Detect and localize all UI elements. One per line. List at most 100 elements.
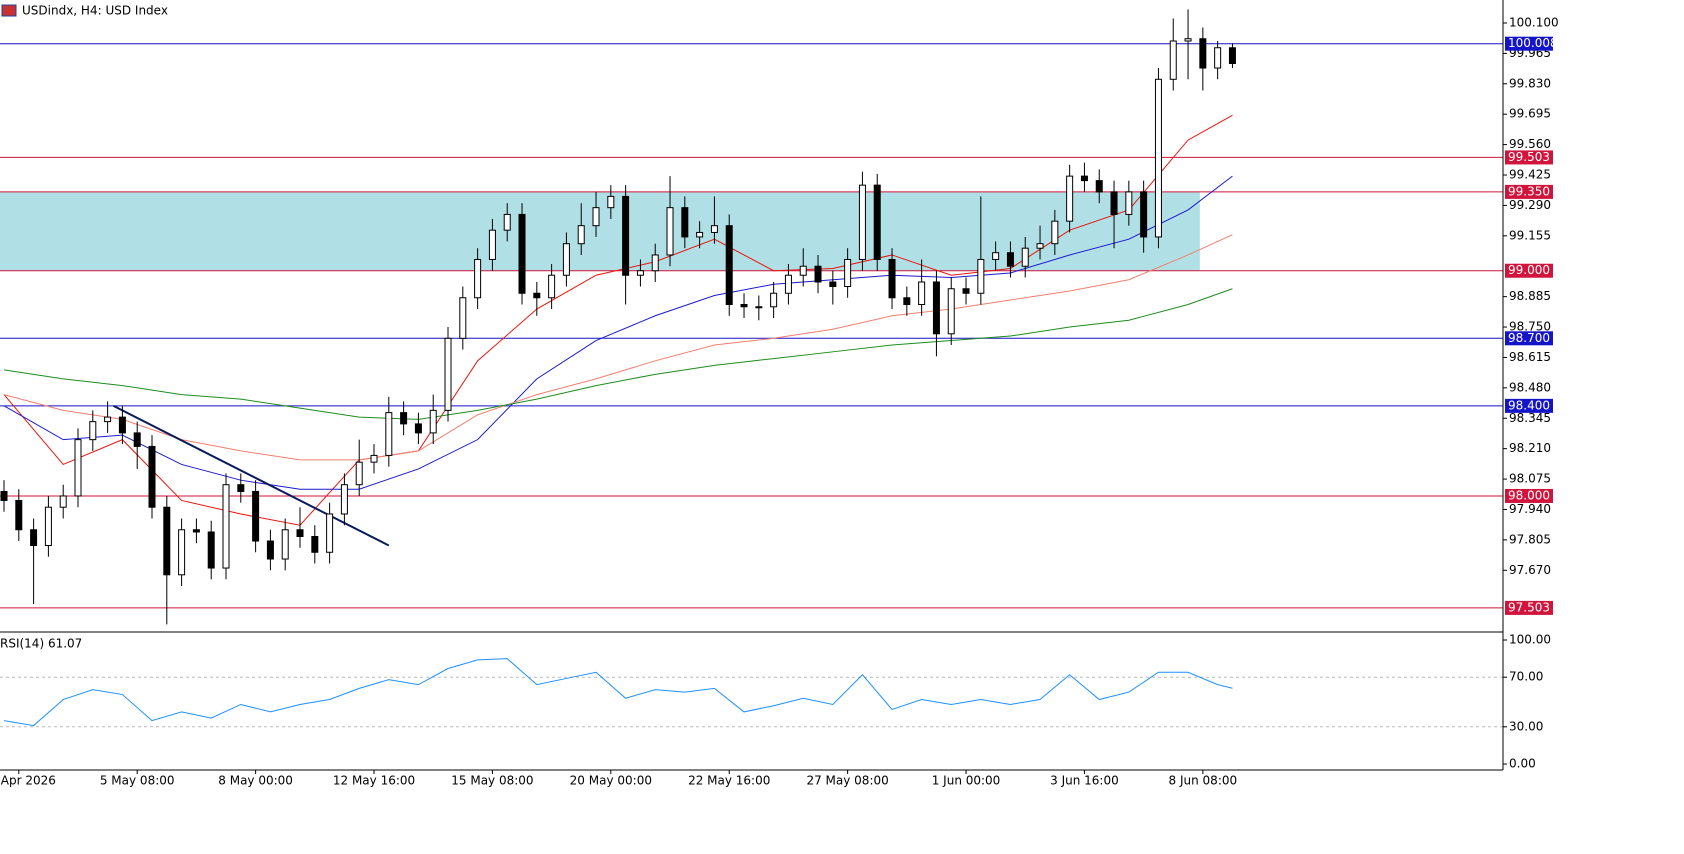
y-tick-label: 98.345 [1509,411,1551,425]
x-tick-label: 27 May 08:00 [806,774,888,788]
y-tick-label: 98.480 [1509,380,1551,394]
candle-body [1066,175,1074,222]
candle-body [636,270,644,276]
level-label: 97.503 [1508,600,1550,614]
candle-body [0,490,8,501]
y-tick-label: 98.210 [1509,441,1551,455]
candle-body [1214,47,1222,69]
candle-body [1021,247,1029,267]
candle-body [740,304,748,308]
rsi-title: RSI(14) 61.07 [0,637,82,651]
y-tick-label: 99.425 [1509,168,1551,182]
x-tick-label: 5 May 08:00 [100,774,175,788]
candle-body [326,513,334,553]
candle-body [1169,40,1177,80]
candle-body [222,484,230,569]
candle-body [755,306,763,309]
rsi-tick-label: 70.00 [1509,670,1543,684]
level-label-box [1505,600,1553,615]
moving-average [3,234,1233,461]
candle-body [651,254,659,272]
candle-body [503,213,511,231]
candle-body [148,445,156,508]
y-tick-label: 99.560 [1509,137,1551,151]
candle-body [577,225,585,245]
candle-body [1080,175,1088,182]
candle-body [30,529,38,547]
candle-body [562,243,570,276]
candle-body [252,490,260,542]
candle-body [192,529,200,533]
candle-body [548,274,556,299]
candle-body [918,281,926,306]
candle-body [355,461,363,486]
candle-body [1125,191,1133,215]
candle-body [607,195,615,209]
candle-body [888,258,896,299]
candle-body [592,207,600,227]
level-label: 99.503 [1508,150,1550,164]
rsi-tick-label: 30.00 [1509,719,1543,733]
y-tick-label: 97.805 [1509,532,1551,546]
rsi-line [3,658,1233,727]
candle-body [1140,191,1148,238]
candle-body [400,412,408,425]
candle-body [133,432,141,447]
level-label-box [1505,184,1553,199]
y-tick-label: 99.695 [1509,107,1551,121]
candle-body [1036,243,1044,249]
candle-body [488,229,496,260]
candle-body [59,495,67,508]
candle-body [844,258,852,287]
price-plot [0,9,1503,625]
level-label: 99.350 [1508,184,1550,198]
candle-body [962,288,970,294]
candle-body [444,337,452,411]
candle-body [814,265,822,283]
y-tick-label: 99.290 [1509,198,1551,212]
candle-body [518,213,526,294]
candle-body [681,207,689,238]
candle-body [1154,78,1162,238]
candle-body [429,409,437,434]
x-tick-label: 8 Jun 08:00 [1169,774,1238,788]
candle-body [992,252,1000,260]
y-tick-label: 98.075 [1509,472,1551,486]
x-tick-label: 3 Jun 16:00 [1050,774,1119,788]
candle-body [1199,38,1207,69]
candle-body [370,454,378,463]
y-tick-label: 97.940 [1509,502,1551,516]
candle-body [1184,38,1192,42]
candle-body [104,416,112,423]
candle-body [296,529,304,538]
x-tick-label: 8 May 00:00 [218,774,293,788]
level-label: 98.000 [1508,488,1550,502]
moving-average [3,288,1233,420]
y-tick-label: 99.155 [1509,228,1551,242]
candle-body [44,506,52,547]
rsi-plot [0,658,1503,728]
chart-title: USDindx, H4: USD Index [22,4,168,18]
candle-body [311,536,319,553]
candle-body [178,529,186,576]
candle-body [710,225,718,233]
candle-body [784,274,792,294]
candle-body [1110,191,1118,215]
candle-body [770,292,778,308]
candle-body [237,484,245,492]
level-label-box [1505,36,1553,51]
x-tick-label: 12 May 16:00 [333,774,415,788]
candle-body [266,540,274,560]
candle-body [207,531,215,569]
y-tick-label: 97.670 [1509,563,1551,577]
x-tick-label: 22 May 16:00 [688,774,770,788]
level-label: 98.700 [1508,331,1550,345]
level-label-box [1505,150,1553,165]
candle-body [1006,252,1014,267]
level-label-box [1505,331,1553,346]
x-tick-label: 15 May 08:00 [451,774,533,788]
candle-body [725,225,733,306]
candle-body [1051,220,1059,245]
candle-body [163,506,171,576]
candle-body [666,207,674,256]
